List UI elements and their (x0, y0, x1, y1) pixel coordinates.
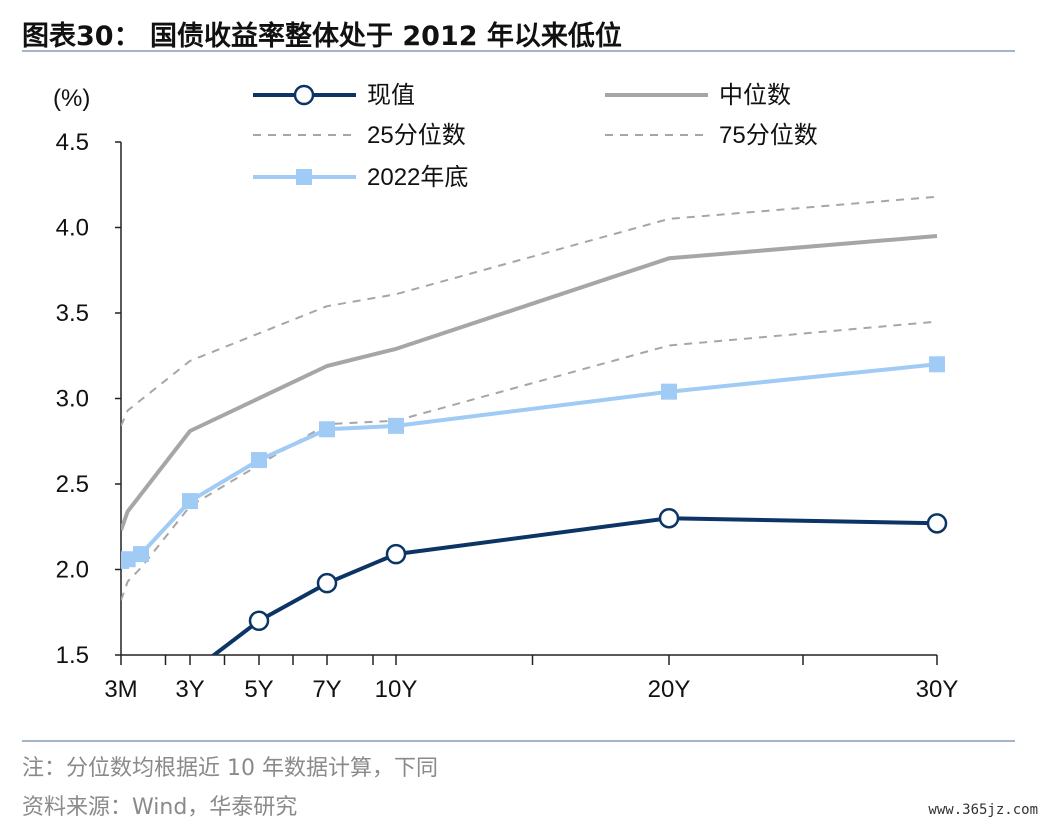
y-tick-label: 3.5 (56, 300, 89, 327)
footer-rule (22, 740, 1015, 742)
y-tick-label: 1.5 (56, 642, 89, 669)
series-group (121, 320, 938, 601)
series-point (385, 543, 407, 565)
series-point (251, 452, 267, 469)
series-point (388, 417, 404, 434)
series-point (316, 572, 338, 594)
series-line (210, 516, 938, 655)
series-point (121, 551, 136, 568)
yield-curve-chart: 1.5 2.0 2.5 3.0 3.5 4.0 4.5 (%) 3M 3Y 5Y 7Y 10Y 20Y 30… (53, 82, 958, 703)
footnote: 注：分位数均根据近 10 年数据计算，下同 (22, 756, 438, 781)
series-group (121, 195, 938, 427)
chart-legend: 现值 中位数 25分位数 75分位数 2022年底 (253, 82, 818, 191)
title-rule (22, 50, 1015, 52)
series-line (121, 195, 938, 427)
legend-label: 现值 (367, 82, 415, 109)
series-group (210, 507, 948, 655)
y-tick-label: 4.0 (56, 215, 89, 242)
series-point (133, 546, 149, 563)
source-note: 资料来源：Wind，华泰研究 (22, 795, 298, 820)
legend-label: 2022年底 (367, 164, 468, 191)
y-axis-unit-label: (%) (53, 85, 90, 112)
series-point (926, 513, 948, 534)
series-line (121, 234, 938, 531)
x-tick-label: 5Y (244, 676, 273, 703)
series-point (248, 610, 270, 632)
x-tick-label: 7Y (312, 676, 341, 703)
legend-label: 中位数 (719, 82, 791, 109)
y-tick-label: 2.0 (56, 557, 89, 584)
chart-axes: 1.5 2.0 2.5 3.0 3.5 4.0 4.5 (%) 3M 3Y 5Y 7Y 10Y 20Y 30… (53, 85, 958, 703)
legend-label: 75分位数 (719, 122, 818, 149)
x-tick-label: 3Y (175, 676, 204, 703)
series-point (319, 421, 335, 438)
y-tick-label: 2.5 (56, 471, 89, 498)
x-tick-label: 10Y (375, 676, 418, 703)
watermark: www.365jz.com (928, 802, 1038, 818)
x-tick-label: 20Y (648, 676, 691, 703)
x-tick-label: 3M (104, 676, 137, 703)
series-point (182, 493, 198, 510)
series-point (929, 356, 945, 373)
figure-title: 图表30： 国债收益率整体处于 2012 年以来低位 (22, 21, 622, 52)
series-line (121, 320, 938, 601)
chart-series (121, 195, 948, 655)
series-group (121, 234, 938, 531)
y-tick-label: 4.5 (56, 129, 89, 156)
series-point (661, 383, 677, 400)
legend-label: 25分位数 (367, 122, 466, 149)
x-tick-label: 30Y (916, 676, 959, 703)
legend-marker (296, 169, 312, 185)
legend-marker (293, 84, 315, 106)
series-group (121, 356, 945, 569)
series-line (121, 362, 938, 563)
y-tick-label: 3.0 (56, 386, 89, 413)
series-point (658, 507, 680, 529)
